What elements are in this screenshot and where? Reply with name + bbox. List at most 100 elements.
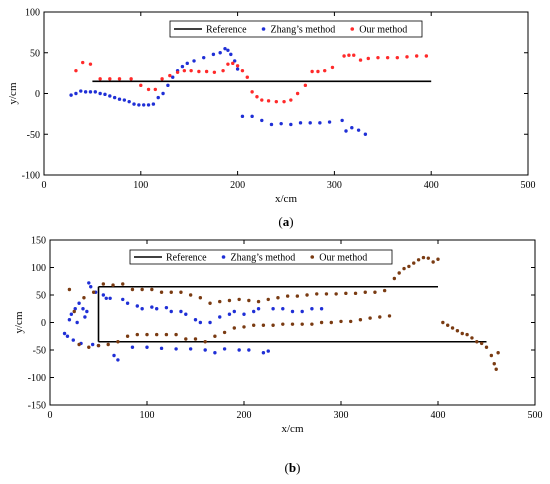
zhang-point [327, 120, 332, 124]
zhang-point [169, 309, 173, 314]
zhang-point [69, 312, 74, 316]
our-method-point [330, 65, 335, 70]
our-method-point [108, 77, 112, 81]
zhang-point [142, 103, 146, 107]
our-method-point [492, 362, 496, 366]
zhang-point [222, 347, 227, 351]
our-method-point [412, 261, 416, 265]
zhang-point [290, 309, 295, 314]
zhang-point [156, 95, 160, 100]
zhang-point [242, 312, 246, 316]
our-method-point [470, 336, 474, 340]
x-tick-label: 300 [334, 410, 349, 421]
our-method-point [405, 55, 409, 59]
our-method-point [392, 276, 397, 281]
zhang-point [180, 64, 185, 69]
our-method-point [67, 287, 72, 292]
zhang-point [122, 98, 127, 102]
our-method-point [232, 326, 236, 330]
zhang-point [62, 331, 67, 336]
our-method-point [414, 54, 419, 58]
x-tick-label: 400 [431, 410, 446, 421]
our-method-point [240, 68, 245, 73]
our-method-point [130, 287, 135, 292]
our-method-point [227, 298, 232, 303]
our-method-point [74, 68, 78, 73]
our-method-point [77, 342, 81, 347]
our-method-point [324, 292, 329, 296]
y-tick-label: -50 [33, 346, 46, 357]
our-method-point [397, 271, 401, 275]
our-method-point [281, 322, 285, 326]
our-method-point [155, 332, 159, 337]
zhang-point [356, 128, 361, 132]
y-tick-label: -50 [27, 130, 40, 141]
our-method-point [237, 297, 241, 302]
our-method-point [153, 87, 158, 92]
our-method-point [358, 58, 363, 62]
our-method-point [193, 337, 198, 341]
our-method-point [446, 323, 450, 327]
zhang-point [69, 93, 73, 97]
our-method-point [203, 340, 207, 344]
zhang-point [83, 90, 88, 94]
our-method-point [82, 296, 86, 300]
x-axis-label: x/cm [275, 193, 297, 205]
our-method-point [310, 69, 314, 74]
our-method-point [145, 332, 149, 337]
our-method-point [266, 99, 271, 103]
our-method-point [98, 77, 102, 81]
x-tick-label: 200 [230, 180, 245, 191]
our-method-point [159, 290, 164, 294]
our-method-point [250, 90, 254, 94]
zhang-point [227, 312, 232, 316]
our-method-point [426, 256, 430, 260]
legend-label: Our method [359, 25, 407, 36]
our-method-point [189, 68, 193, 73]
y-tick-label: -150 [28, 401, 46, 412]
legend-swatch-zhang [261, 27, 266, 31]
zhang-point [83, 315, 87, 319]
y-tick-label: 0 [35, 89, 40, 100]
zhang-point [171, 75, 175, 79]
zhang-point [71, 338, 75, 342]
our-method-point [169, 290, 173, 294]
our-method-point [395, 55, 400, 60]
our-method-point [101, 282, 106, 286]
our-method-point [261, 323, 266, 327]
zhang-point [150, 305, 154, 309]
zhang-point [223, 46, 227, 51]
our-method-point [382, 288, 387, 293]
our-method-point [256, 299, 261, 304]
zhang-point [256, 307, 261, 311]
our-method-point [164, 332, 169, 337]
zhang-point [266, 349, 270, 353]
our-method-point [111, 283, 115, 287]
x-tick-label: 400 [424, 180, 439, 191]
zhang-point [145, 345, 149, 349]
zhang-point [261, 351, 266, 355]
our-method-point [282, 99, 286, 104]
x-tick-label: 100 [133, 180, 148, 191]
our-method-point [315, 292, 319, 296]
zhang-point [166, 83, 170, 88]
zhang-point [281, 307, 285, 311]
our-method-point [489, 353, 494, 358]
zhang-point [85, 309, 89, 314]
our-method-point [373, 290, 377, 294]
zhang-point [308, 121, 312, 125]
our-method-point [424, 54, 429, 58]
our-method-point [87, 345, 91, 349]
our-method-point [334, 292, 338, 296]
x-tick-label: 500 [528, 410, 543, 421]
zhang-point [271, 307, 275, 311]
our-method-point [349, 319, 353, 324]
zhang-point [229, 52, 233, 57]
zhang-point [310, 307, 314, 311]
y-tick-label: -100 [28, 373, 46, 384]
our-method-point [231, 61, 235, 66]
x-tick-label: 0 [48, 410, 53, 421]
zhang-point [67, 318, 72, 322]
our-method-point [184, 337, 188, 341]
our-method-point [168, 73, 172, 78]
